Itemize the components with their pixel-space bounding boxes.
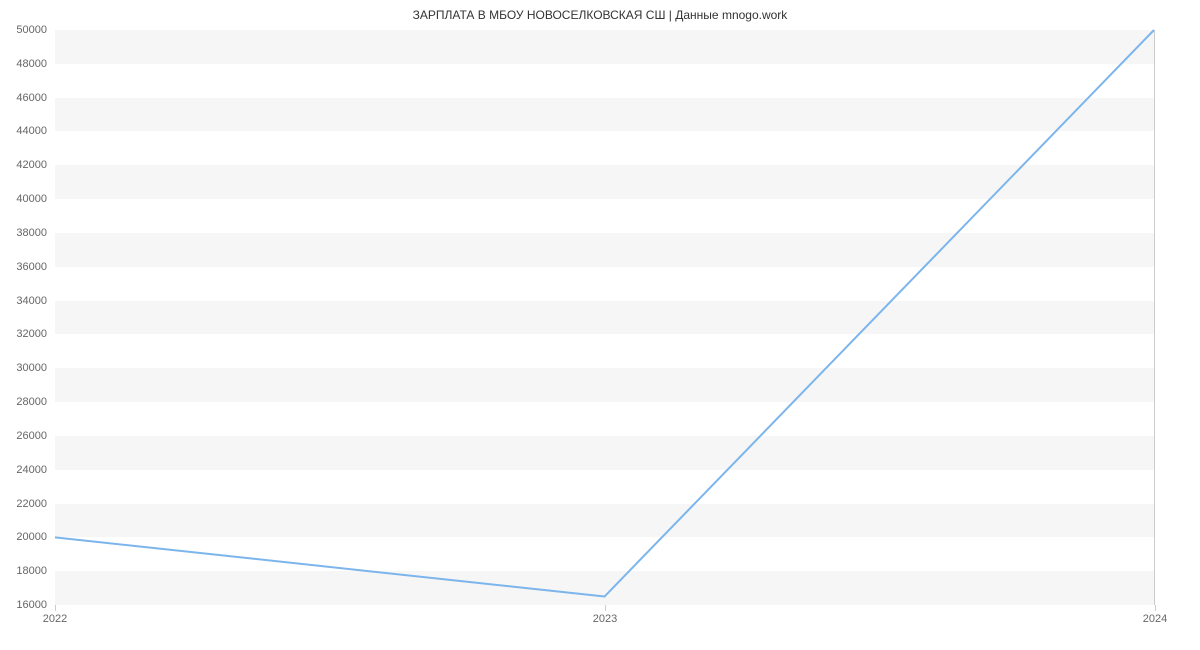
y-tick-label: 22000 (16, 498, 47, 510)
y-tick-label: 28000 (16, 396, 47, 408)
y-tick-label: 16000 (16, 599, 47, 611)
y-tick-label: 32000 (16, 328, 47, 340)
y-tick-label: 18000 (16, 565, 47, 577)
y-tick-label: 46000 (16, 92, 47, 104)
x-tick-label: 2023 (593, 613, 617, 625)
x-tick-mark (55, 605, 56, 611)
y-tick-label: 34000 (16, 295, 47, 307)
series-line (55, 30, 1154, 597)
y-tick-label: 42000 (16, 159, 47, 171)
x-tick-label: 2024 (1143, 613, 1167, 625)
y-tick-label: 44000 (16, 125, 47, 137)
x-tick-mark (605, 605, 606, 611)
y-tick-label: 20000 (16, 531, 47, 543)
chart-title: ЗАРПЛАТА В МБОУ НОВОСЕЛКОВСКАЯ СШ | Данн… (0, 8, 1200, 22)
x-tick-label: 2022 (43, 613, 67, 625)
line-series (55, 30, 1154, 605)
x-tick-mark (1155, 605, 1156, 611)
y-tick-label: 40000 (16, 193, 47, 205)
y-tick-label: 36000 (16, 261, 47, 273)
y-tick-label: 30000 (16, 362, 47, 374)
chart-container: ЗАРПЛАТА В МБОУ НОВОСЕЛКОВСКАЯ СШ | Данн… (0, 0, 1200, 650)
y-tick-label: 26000 (16, 430, 47, 442)
y-tick-label: 50000 (16, 24, 47, 36)
plot-area: 1600018000200002200024000260002800030000… (55, 30, 1155, 605)
y-tick-label: 24000 (16, 464, 47, 476)
y-tick-label: 38000 (16, 227, 47, 239)
y-tick-label: 48000 (16, 58, 47, 70)
